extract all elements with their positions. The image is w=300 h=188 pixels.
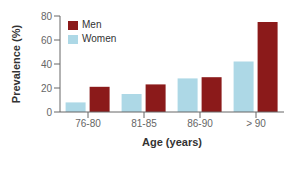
svg-text:Prevalence (%): Prevalence (%) (10, 25, 22, 104)
svg-text:Age (years): Age (years) (142, 136, 202, 148)
svg-text:> 90: > 90 (246, 118, 266, 129)
svg-text:20: 20 (41, 83, 53, 94)
svg-text:0: 0 (46, 107, 52, 118)
html-text:Women: Women (82, 33, 117, 44)
svg-text:81-85: 81-85 (131, 118, 157, 129)
svg-text:80: 80 (41, 11, 53, 22)
svg-text:76-80: 76-80 (75, 118, 101, 129)
svg-text:40: 40 (41, 59, 53, 70)
svg-text:60: 60 (41, 35, 53, 46)
svg-text:86-90: 86-90 (187, 118, 213, 129)
html-text:Men: Men (82, 19, 102, 30)
